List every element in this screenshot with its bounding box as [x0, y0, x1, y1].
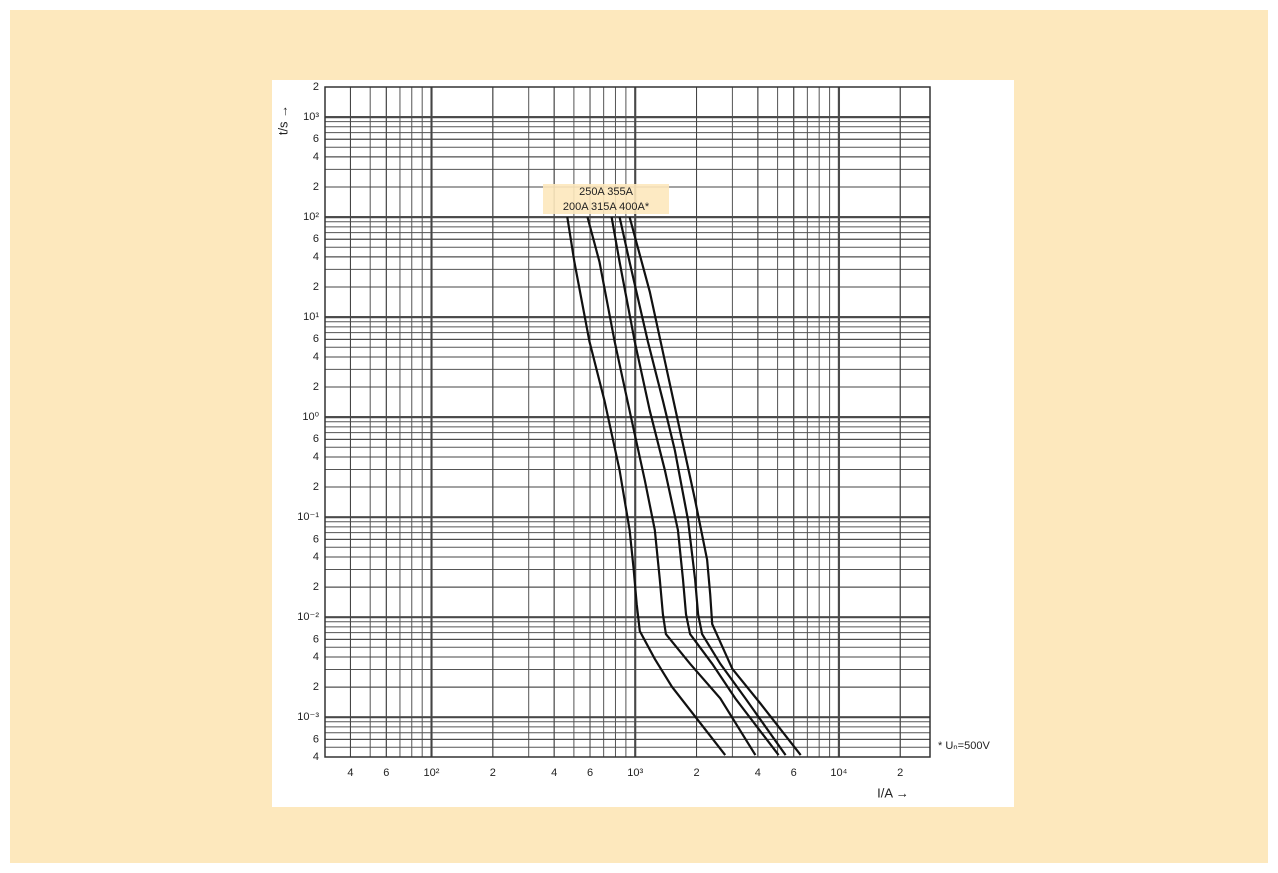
y-tick-label: 6	[313, 333, 319, 345]
y-tick-label: 2	[313, 681, 319, 693]
y-tick-label: 4	[313, 151, 319, 163]
y-tick-label: 6	[313, 733, 319, 745]
y-tick-label: 6	[313, 433, 319, 445]
y-tick-label: 2	[313, 81, 319, 93]
y-tick-label: 2	[313, 281, 319, 293]
x-tick-label: 6	[587, 767, 593, 779]
x-tick-label: 2	[490, 767, 496, 779]
y-tick-label: 2	[313, 381, 319, 393]
x-tick-label: 10³	[627, 767, 643, 779]
y-axis-label: t/s →	[275, 105, 290, 135]
x-tick-label: 10⁴	[830, 767, 847, 779]
y-tick-label: 6	[313, 533, 319, 545]
y-tick-label: 10⁻³	[297, 711, 319, 723]
curve	[618, 216, 787, 756]
y-tick-label: 6	[313, 233, 319, 245]
y-tick-label: 6	[313, 633, 319, 645]
curve	[610, 216, 780, 756]
curve	[628, 216, 802, 756]
y-tick-label: 4	[313, 351, 319, 363]
y-tick-label: 10¹	[303, 311, 319, 323]
y-tick-label: 10²	[303, 211, 319, 223]
x-tick-label: 2	[897, 767, 903, 779]
y-tick-label: 2	[313, 581, 319, 593]
y-tick-label: 10³	[303, 111, 319, 123]
x-axis-label: I/A →	[877, 785, 909, 800]
y-tick-label: 4	[313, 451, 319, 463]
y-tick-label: 10⁻¹	[297, 511, 319, 523]
y-tick-label: 10⁻²	[297, 611, 319, 623]
curve-label: 200A 315A 400A*	[563, 201, 650, 213]
x-tick-label: 6	[383, 767, 389, 779]
x-tick-label: 4	[551, 767, 557, 779]
y-tick-label: 2	[313, 181, 319, 193]
annotation: * Uₙ=500V	[938, 740, 990, 752]
curve	[586, 216, 757, 756]
y-tick-label: 4	[313, 651, 319, 663]
x-tick-label: 4	[755, 767, 761, 779]
y-tick-label: 2	[313, 481, 319, 493]
curve-label: 250A 355A	[579, 186, 633, 198]
x-tick-label: 6	[791, 767, 797, 779]
curve	[566, 216, 727, 756]
y-tick-label: 4	[313, 551, 319, 563]
y-tick-label: 6	[313, 133, 319, 145]
x-tick-label: 2	[693, 767, 699, 779]
y-tick-label: 4	[313, 251, 319, 263]
x-tick-label: 10²	[424, 767, 440, 779]
curve-label-box	[543, 184, 669, 214]
plot-frame	[324, 86, 931, 758]
x-tick-label: 4	[347, 767, 353, 779]
y-tick-label: 4	[313, 751, 319, 763]
y-tick-label: 10⁰	[302, 411, 319, 423]
